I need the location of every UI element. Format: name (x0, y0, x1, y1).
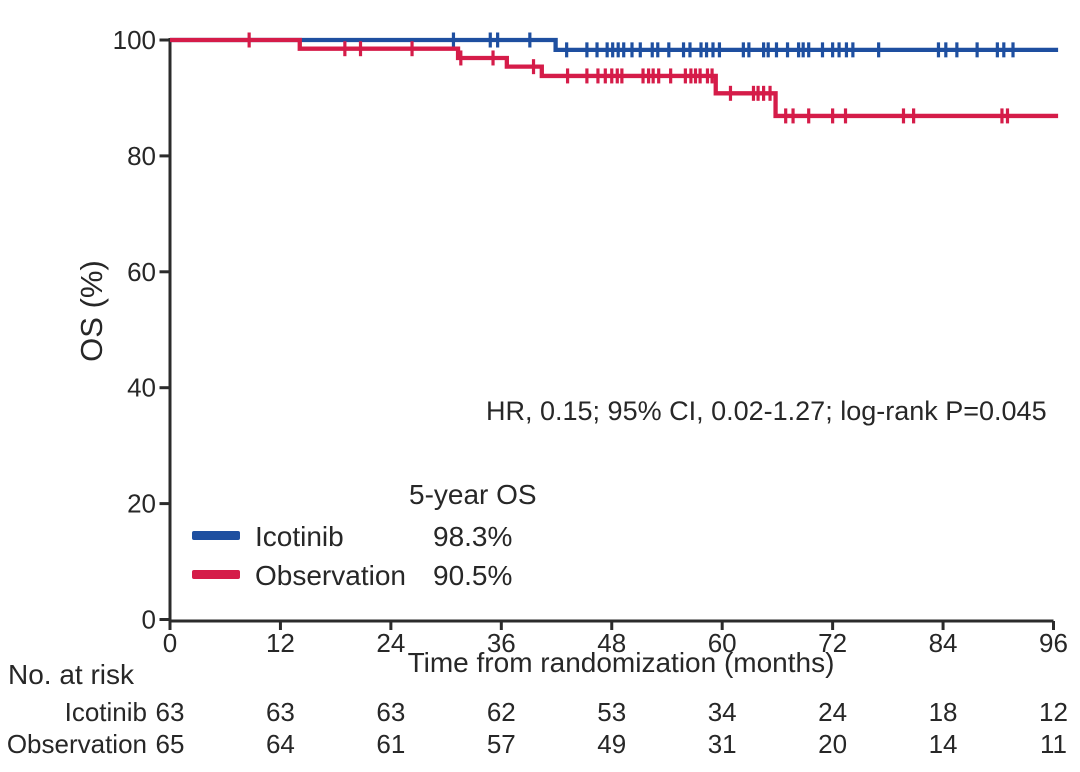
risk-count: 63 (155, 697, 185, 727)
y-axis-title: OS (%) (74, 260, 110, 362)
risk-count: 63 (376, 697, 406, 727)
y-tick-label: 40 (127, 373, 156, 403)
risk-count: 11 (1040, 729, 1067, 759)
risk-count: 34 (707, 697, 737, 727)
x-tick-label: 12 (266, 628, 295, 658)
y-tick-label: 0 (142, 605, 156, 635)
risk-count: 31 (707, 729, 737, 759)
risk-count: 14 (928, 729, 958, 759)
icotinib-line-swatch (192, 531, 240, 540)
series-curve-observation (170, 37, 1059, 119)
risk-count: 24 (818, 697, 848, 727)
risk-count: 63 (265, 697, 295, 727)
risk-count: 62 (486, 697, 516, 727)
x-tick-label: 60 (708, 628, 737, 658)
risk-count: 49 (597, 729, 627, 759)
x-tick-label: 84 (929, 628, 958, 658)
legend-value-icotinib: 98.3% (433, 521, 513, 552)
risk-count: 57 (486, 729, 516, 759)
legend-label-icotinib: Icotinib (255, 521, 344, 552)
x-tick-label: 72 (818, 628, 847, 658)
legend-header: 5-year OS (409, 479, 537, 510)
x-tick-label: 36 (487, 628, 516, 658)
risk-count: 53 (597, 697, 627, 727)
x-tick-label: 96 (1039, 628, 1068, 658)
observation-line-swatch (192, 570, 240, 579)
risk-row-label-icotinib: Icotinib (64, 697, 147, 727)
y-tick-label: 60 (127, 257, 156, 287)
x-tick-label: 48 (597, 628, 626, 658)
risk-count: 12 (1039, 697, 1068, 727)
x-tick-label: 0 (163, 628, 177, 658)
censor-marks-observation (247, 32, 1010, 124)
y-tick-label: 80 (127, 141, 156, 171)
y-tick-label: 100 (113, 25, 156, 55)
risk-table-title: No. at risk (8, 659, 135, 690)
risk-count: 61 (376, 729, 406, 759)
legend-value-observation: 90.5% (433, 560, 513, 591)
risk-count: 20 (818, 729, 848, 759)
x-tick-label: 24 (376, 628, 405, 658)
risk-count: 64 (265, 729, 295, 759)
x-axis-title: Time from randomization (months) (407, 646, 835, 678)
legend-label-observation: Observation (255, 560, 406, 591)
risk-count: 18 (928, 697, 958, 727)
y-tick-label: 20 (127, 489, 156, 519)
hr-annotation: HR, 0.15; 95% CI, 0.02-1.27; log-rank P=… (486, 396, 1047, 426)
risk-count: 65 (155, 729, 185, 759)
censor-marks-icotinib (451, 32, 1015, 58)
series-curve-icotinib (170, 37, 1059, 53)
risk-row-label-observation: Observation (6, 729, 147, 759)
